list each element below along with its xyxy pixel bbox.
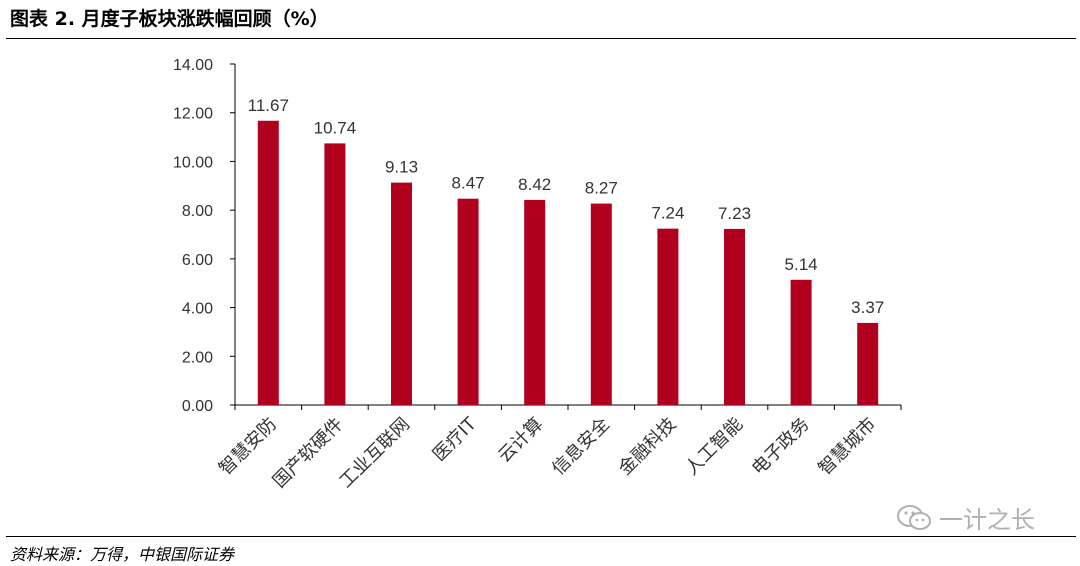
x-category-label: 人工智能 xyxy=(681,414,747,480)
y-tick-label: 14.00 xyxy=(173,57,213,74)
bar-10 xyxy=(857,322,879,405)
bar-value-label: 8.27 xyxy=(585,179,618,198)
y-tick-label: 2.00 xyxy=(182,349,213,366)
bar-value-label: 11.67 xyxy=(248,96,289,115)
bar-value-label: 8.42 xyxy=(518,175,551,194)
y-tick-label: 0.00 xyxy=(182,398,213,415)
x-category-label: 金融科技 xyxy=(615,414,681,480)
source-note: 资料来源：万得，中银国际证券 xyxy=(10,545,235,564)
bar-value-label: 7.23 xyxy=(718,204,751,223)
wechat-icon xyxy=(897,504,931,530)
y-tick-label: 8.00 xyxy=(182,203,213,220)
bar-6 xyxy=(590,203,612,405)
bar-value-label: 7.24 xyxy=(651,204,684,223)
bar-7 xyxy=(657,228,679,405)
x-category-label: 国产软硬件 xyxy=(269,414,347,492)
x-category-label: 工业互联网 xyxy=(336,414,414,492)
watermark-text: 一计之长 xyxy=(939,506,1035,534)
x-category-label: 电子政务 xyxy=(748,414,814,480)
bar-9 xyxy=(790,279,812,405)
bar-2 xyxy=(324,143,346,405)
bar-value-label: 9.13 xyxy=(385,158,418,177)
watermark: 一计之长 xyxy=(895,500,1035,535)
bar-value-label: 8.47 xyxy=(452,174,485,193)
y-tick-label: 10.00 xyxy=(173,154,213,171)
figure-title: 图表 2. 月度子板块涨跌幅回顾（%） xyxy=(10,8,329,30)
bar-3 xyxy=(391,182,412,405)
x-category-label: 智慧城市 xyxy=(814,414,880,480)
bar-value-label: 3.37 xyxy=(851,298,884,317)
x-category-label: 智慧安防 xyxy=(215,414,281,480)
y-tick-label: 12.00 xyxy=(173,106,213,123)
source-divider xyxy=(6,536,1076,537)
bar-1 xyxy=(257,120,279,406)
y-tick-label: 4.00 xyxy=(182,301,213,318)
x-category-label: 云计算 xyxy=(494,414,547,467)
bar-5 xyxy=(524,199,546,405)
bar-value-label: 5.14 xyxy=(785,255,818,274)
bar-value-label: 10.74 xyxy=(314,118,357,137)
x-category-label: 信息安全 xyxy=(548,414,614,480)
bar-4 xyxy=(457,198,479,405)
y-tick-label: 6.00 xyxy=(182,252,213,269)
bar-8 xyxy=(724,228,745,405)
title-divider xyxy=(6,38,1076,39)
x-category-label: 医疗IT xyxy=(429,413,482,466)
